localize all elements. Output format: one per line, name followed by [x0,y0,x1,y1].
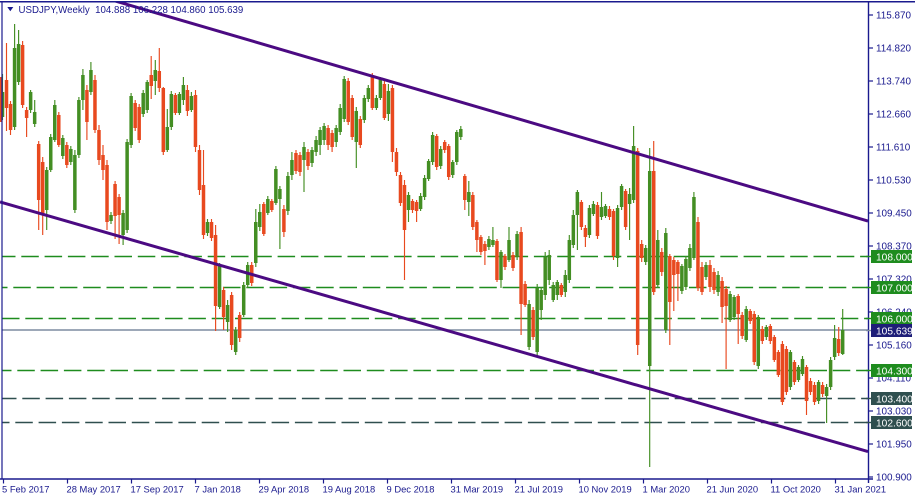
svg-text:112.660: 112.660 [876,110,911,121]
svg-text:21 Jul 2019: 21 Jul 2019 [515,484,563,495]
svg-text:111.610: 111.610 [876,143,911,154]
svg-text:110.530: 110.530 [876,176,911,187]
svg-text:107.320: 107.320 [876,275,912,286]
svg-text:115.870: 115.870 [876,11,911,22]
svg-text:31 Mar 2019: 31 Mar 2019 [451,484,504,495]
svg-text:108.000: 108.000 [876,253,913,264]
svg-text:7 Jan 2018: 7 Jan 2018 [195,484,241,495]
svg-text:114.820: 114.820 [876,44,911,55]
svg-text:106.000: 106.000 [876,315,913,326]
svg-text:5 Feb 2017: 5 Feb 2017 [2,484,49,495]
svg-text:102.600: 102.600 [876,419,913,430]
svg-text:28 May 2017: 28 May 2017 [67,484,121,495]
svg-text:100.900: 100.900 [876,473,912,484]
svg-text:9 Dec 2018: 9 Dec 2018 [387,484,435,495]
svg-text:103.030: 103.030 [876,407,912,418]
svg-text:29 Apr 2018: 29 Apr 2018 [259,484,310,495]
svg-text:105.160: 105.160 [876,341,912,352]
svg-text:113.740: 113.740 [876,77,911,88]
svg-text:10 Nov 2019: 10 Nov 2019 [579,484,632,495]
svg-text:11 Oct 2020: 11 Oct 2020 [771,484,821,495]
svg-text:103.400: 103.400 [876,395,913,406]
svg-text:17 Sep 2017: 17 Sep 2017 [131,484,184,495]
svg-text:1 Mar 2020: 1 Mar 2020 [643,484,690,495]
svg-text:101.950: 101.950 [876,440,912,451]
svg-text:31 Jan 2021: 31 Jan 2021 [835,484,887,495]
svg-text:USDJPY,Weekly 104.888 106.228: USDJPY,Weekly 104.888 106.228 104.860 10… [19,5,244,16]
svg-text:104.110: 104.110 [876,374,911,385]
svg-text:21 Jun 2020: 21 Jun 2020 [707,484,759,495]
svg-text:107.000: 107.000 [876,284,913,295]
svg-text:109.450: 109.450 [876,209,912,220]
svg-text:108.370: 108.370 [876,242,912,253]
svg-text:104.300: 104.300 [876,367,913,378]
svg-text:105.639: 105.639 [876,327,913,338]
svg-text:19 Aug 2018: 19 Aug 2018 [323,484,376,495]
